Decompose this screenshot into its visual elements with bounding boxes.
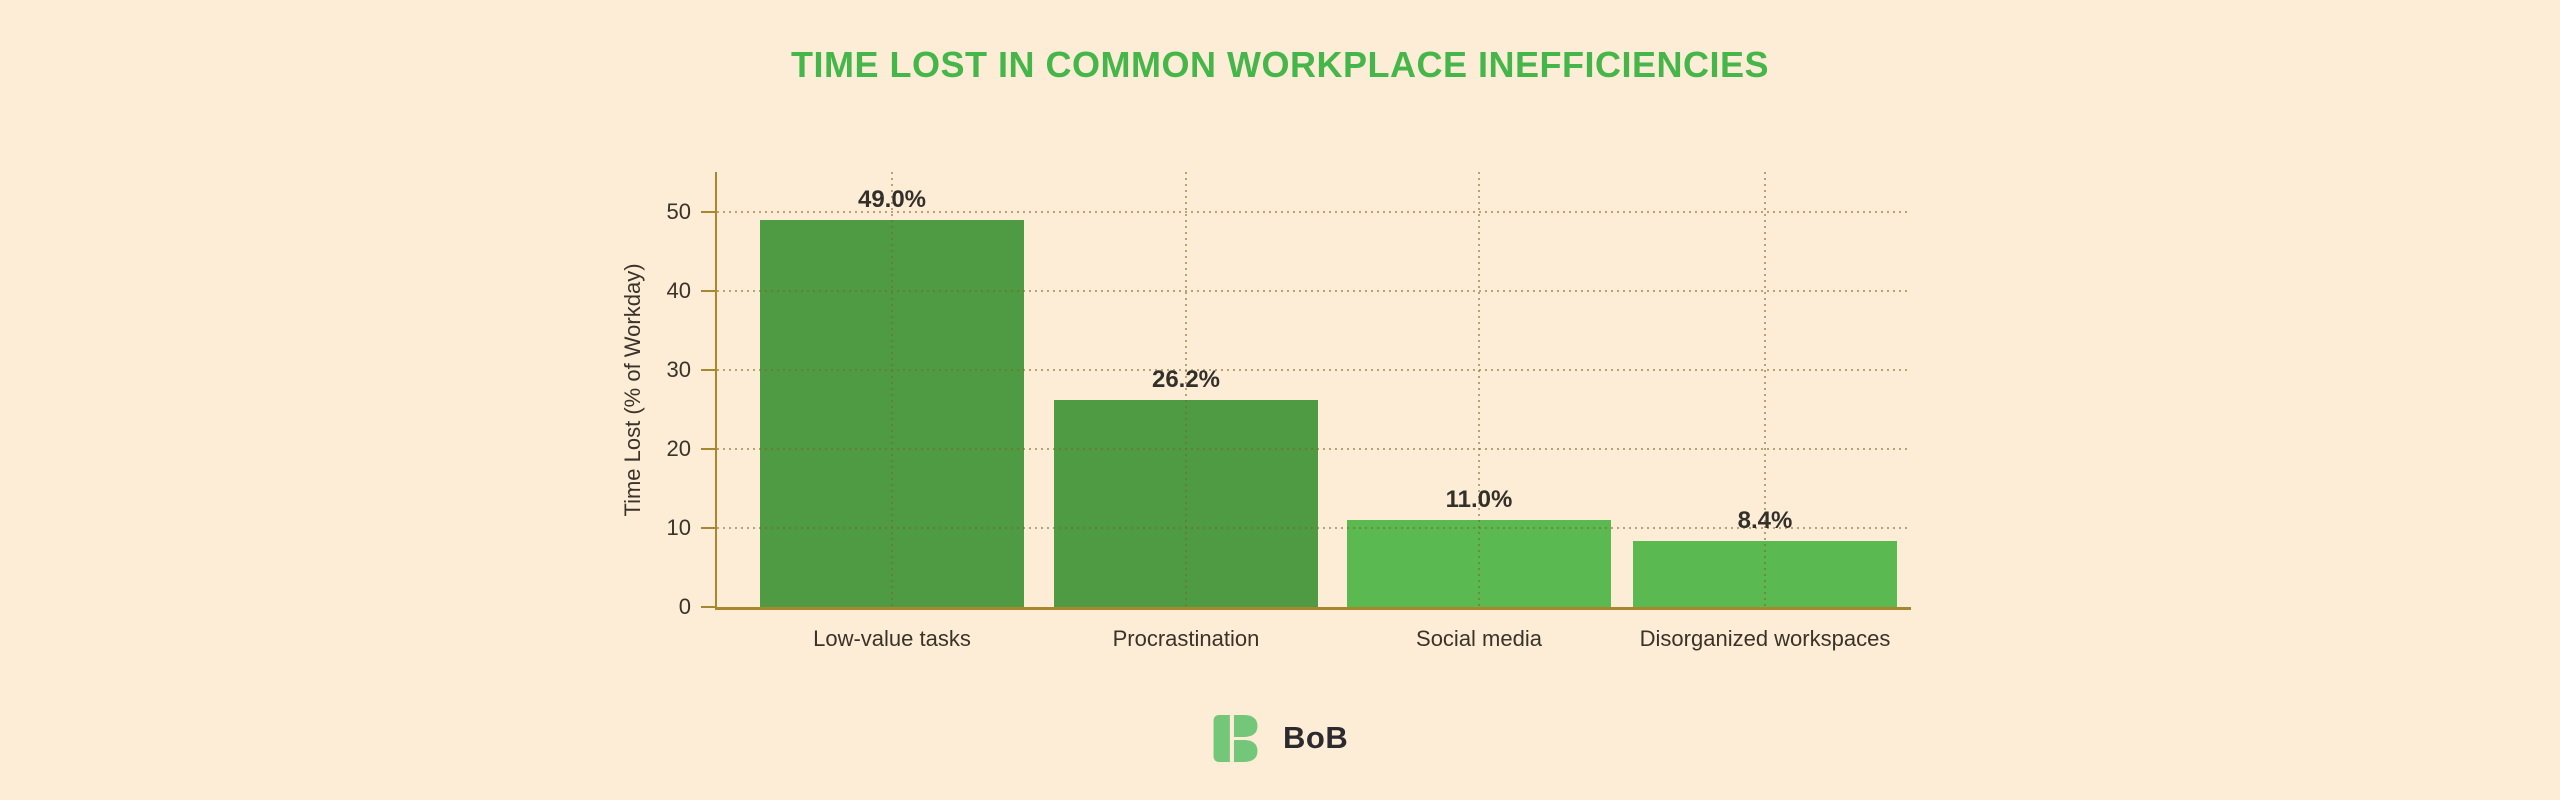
- brand-footer: BoB: [1213, 712, 1348, 764]
- y-tick-label: 40: [666, 278, 691, 303]
- x-category-label: Social media: [1416, 626, 1542, 651]
- bar-value-label: 26.2%: [1151, 366, 1221, 393]
- y-tick-mark: [701, 211, 717, 213]
- y-tick-label: 0: [678, 594, 691, 619]
- x-category-label: Procrastination: [1112, 626, 1260, 651]
- vertical-gridline: [1764, 172, 1766, 607]
- vertical-gridline: [891, 172, 893, 607]
- x-category-label: Disorganized workspaces: [1639, 626, 1891, 651]
- y-tick-mark: [701, 290, 717, 292]
- horizontal-gridline: [717, 211, 1911, 213]
- y-tick-mark: [701, 527, 717, 529]
- y-tick-mark: [701, 369, 717, 371]
- y-tick-label: 20: [666, 436, 691, 461]
- plot-area: 0 10 20 30 40 50 49.0% Low-value tasks 26.2% Proc…: [667, 172, 1911, 651]
- horizontal-gridline: [717, 369, 1911, 371]
- bar-value-label: 11.0%: [1445, 486, 1513, 513]
- bar-value-label: 49.0%: [857, 186, 927, 213]
- horizontal-gridline: [717, 290, 1911, 292]
- vertical-gridline: [1478, 172, 1480, 607]
- horizontal-gridline: [717, 448, 1911, 450]
- y-tick-label: 50: [666, 199, 691, 224]
- y-tick-label: 10: [666, 515, 691, 540]
- brand-name: BoB: [1283, 720, 1349, 755]
- bar-value-label: 8.4%: [1737, 507, 1793, 534]
- vertical-gridline: [1185, 172, 1187, 607]
- y-tick-mark: [701, 606, 717, 608]
- chart-title: TIME LOST IN COMMON WORKPLACE INEFFICIEN…: [791, 44, 1769, 85]
- x-category-label: Low-value tasks: [813, 626, 971, 651]
- horizontal-gridline: [717, 527, 1911, 529]
- y-tick-label: 30: [666, 357, 691, 382]
- y-tick-mark: [701, 448, 717, 450]
- bob-logo-icon: [1213, 714, 1258, 762]
